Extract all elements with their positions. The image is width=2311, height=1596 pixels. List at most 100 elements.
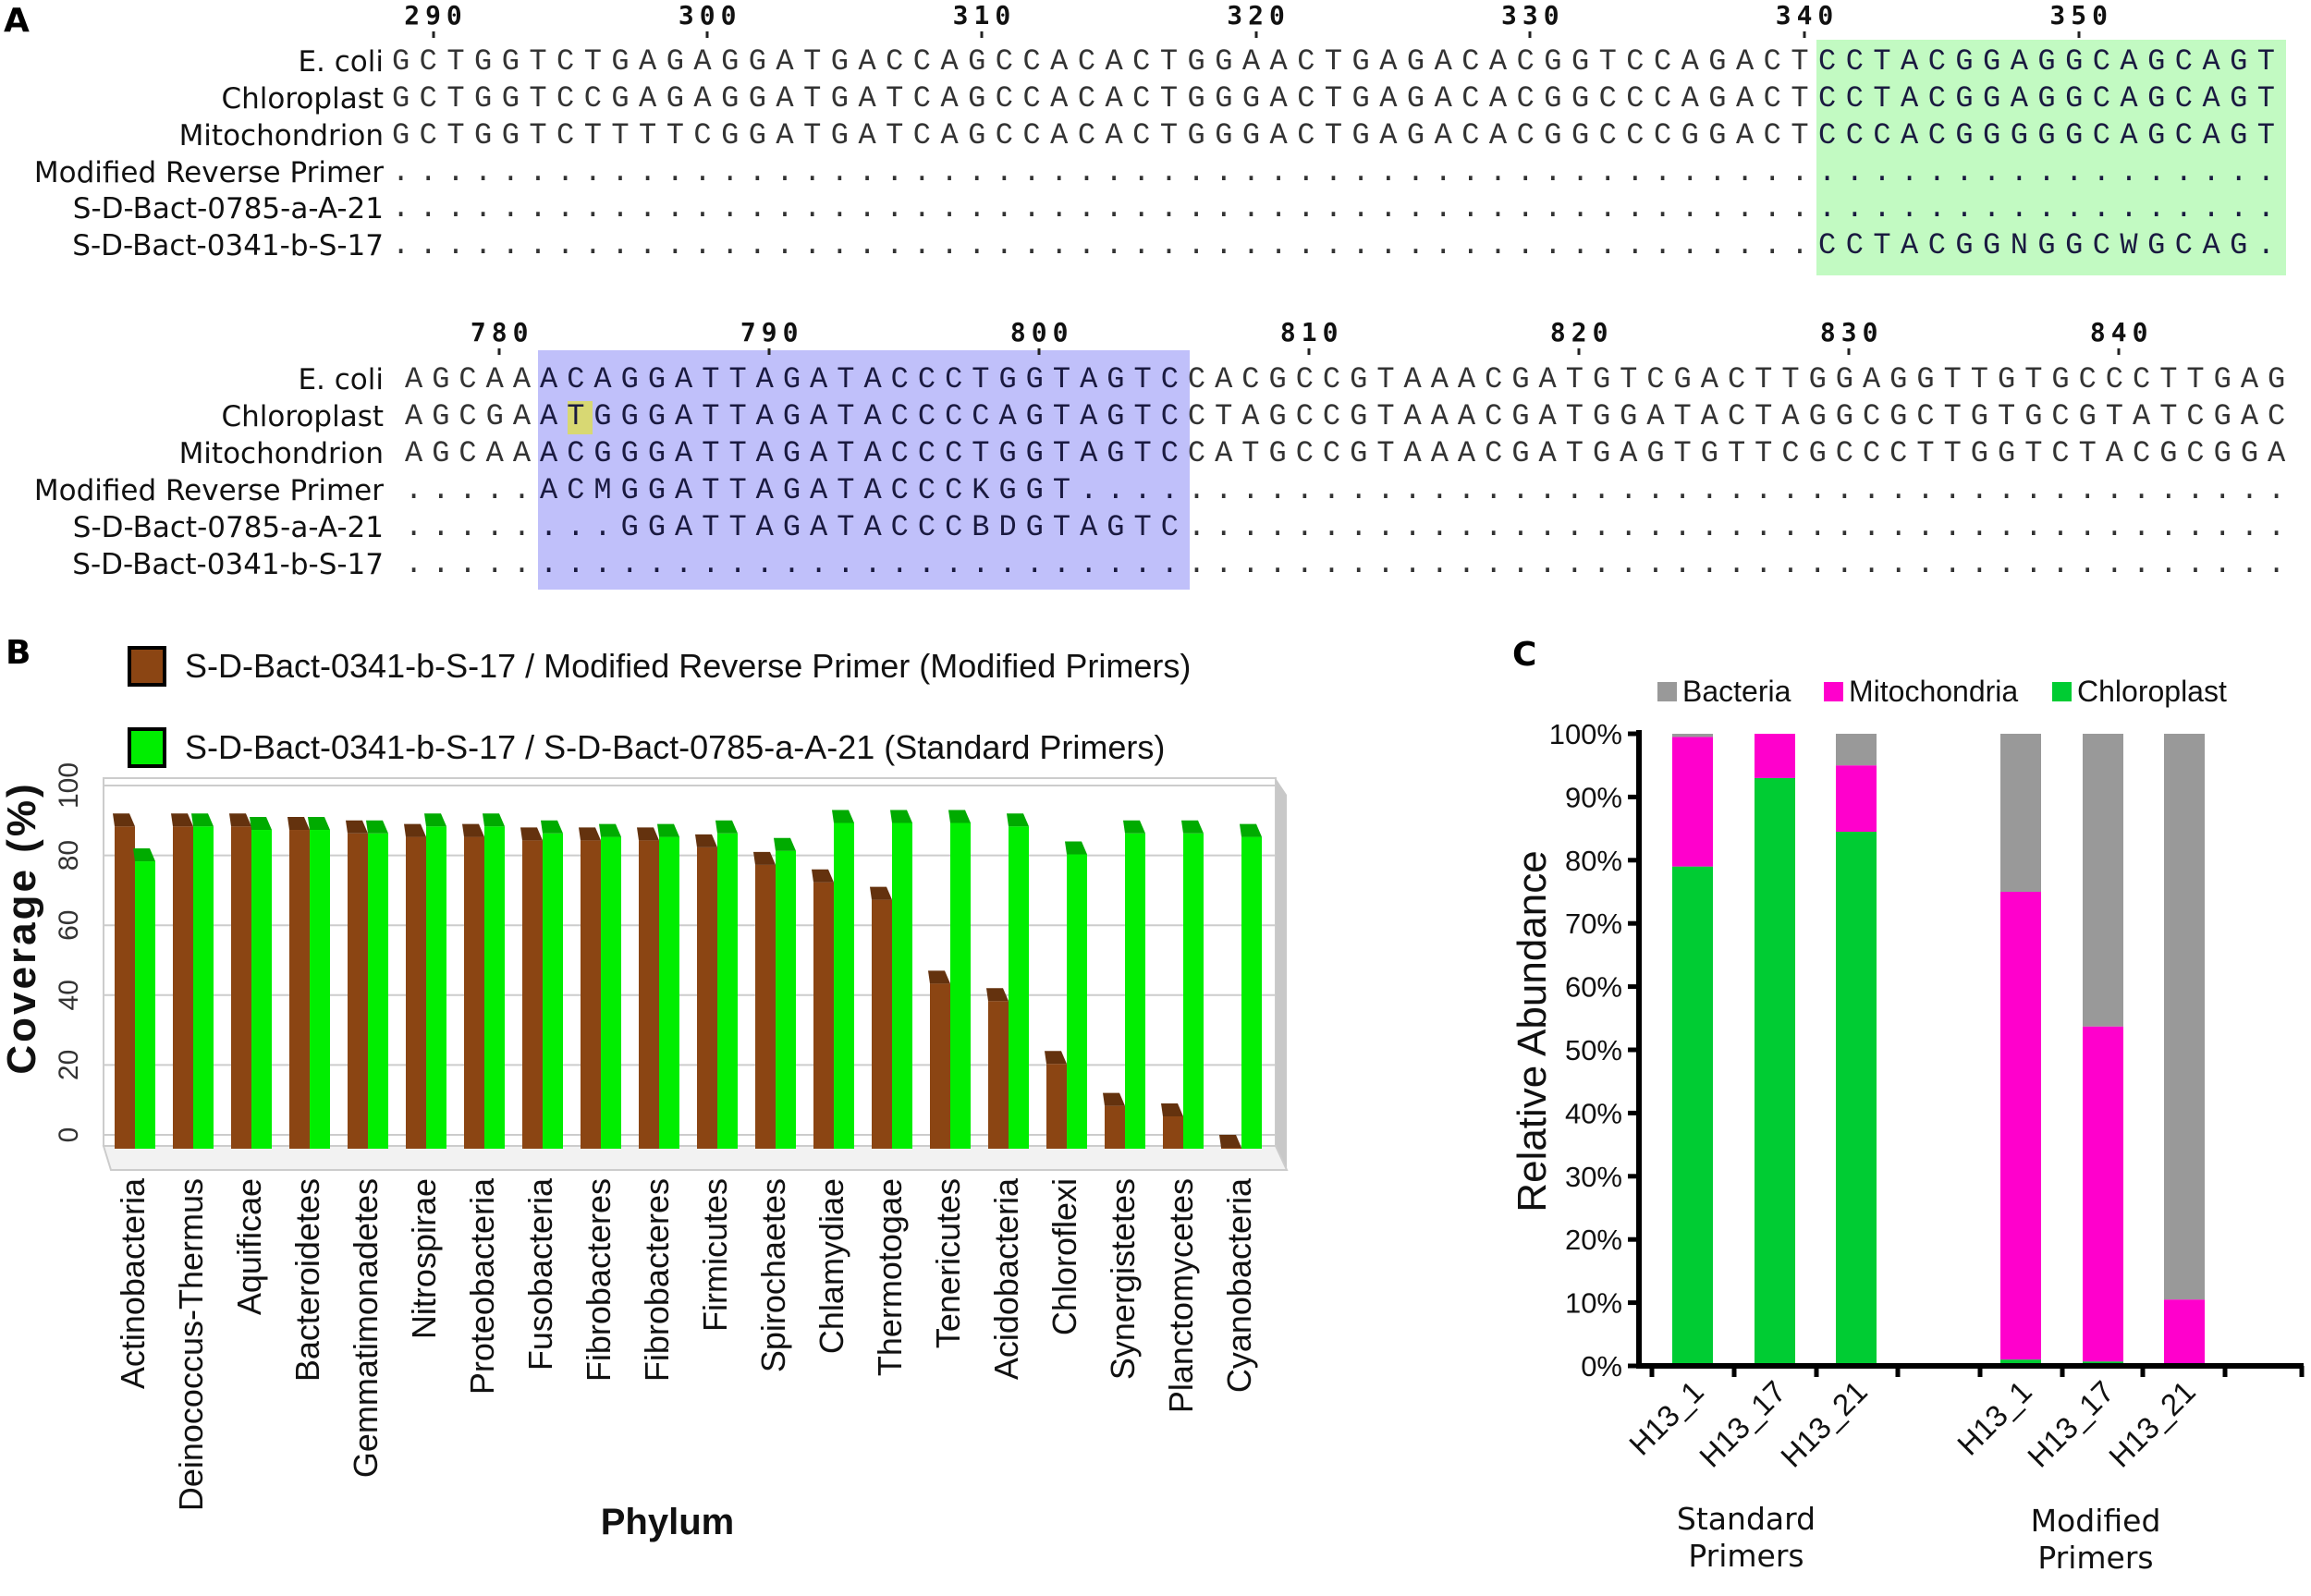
- sequence-segment: ........................................…: [1187, 547, 2295, 581]
- bar-modified: [930, 983, 950, 1149]
- legend-swatch: [128, 727, 166, 768]
- category-label: Chlamydiae: [813, 1178, 850, 1354]
- bar-top-face: [229, 813, 251, 827]
- stacked-segment-mitochondria: [2000, 892, 2041, 1360]
- category-label: Acidobacteria: [987, 1177, 1025, 1380]
- bar-modified: [464, 836, 484, 1149]
- bar-modified: [115, 826, 135, 1149]
- position-tick-label: 340: [1775, 0, 1840, 30]
- bar-standard: [601, 836, 621, 1149]
- sequence-segment: ........................................…: [392, 191, 1819, 225]
- y-tick-label: 50%: [1565, 1034, 1622, 1066]
- category-label: Fibrobacteres: [580, 1178, 617, 1382]
- sequence-segment: GCTGGTCCGAGAGGATGATCAGCCACACTGGGACTGAGAC…: [392, 81, 1819, 116]
- bar-top-face: [1240, 823, 1262, 837]
- panel-label-a: A: [4, 2, 30, 40]
- position-tick-label: 800: [1009, 317, 1074, 347]
- y-tick-label: 0%: [1581, 1350, 1622, 1383]
- bar-modified: [697, 847, 717, 1149]
- category-label: H13_17: [2021, 1374, 2121, 1474]
- position-tick-mark: [1803, 31, 1806, 38]
- y-tick-label: 20: [54, 1050, 84, 1080]
- sequence-row-label: E. coli: [298, 363, 384, 396]
- legend-swatch: [128, 646, 166, 687]
- y-tick-label: 40%: [1565, 1097, 1622, 1129]
- bar-top-face: [774, 837, 796, 851]
- bar-top-face: [1161, 1103, 1183, 1116]
- sequence-row-label: Chloroplast: [221, 82, 385, 116]
- sequence-segment: ........................................…: [392, 228, 1819, 262]
- bar-standard: [484, 826, 505, 1149]
- bar-standard: [776, 850, 796, 1149]
- sequence-row-label: E. coli: [298, 45, 384, 79]
- bar-standard: [1067, 854, 1087, 1149]
- sequence-segment: ........................................…: [392, 155, 1819, 189]
- category-label: H13_17: [1693, 1374, 1792, 1474]
- bar-modified: [755, 864, 776, 1149]
- category-label: Thermotogae: [871, 1178, 909, 1376]
- position-tick-label: 320: [1227, 0, 1290, 30]
- position-tick-mark: [1307, 348, 1311, 355]
- bar-top-face: [541, 820, 563, 834]
- y-tick-label: 70%: [1565, 908, 1622, 940]
- bar-top-face: [753, 851, 776, 865]
- position-tick-label: 300: [678, 0, 742, 30]
- bar-top-face: [832, 810, 854, 823]
- bar-top-face: [133, 848, 155, 862]
- bar-top-face: [1007, 813, 1029, 827]
- chart-side-wall: [1276, 778, 1287, 1170]
- bar-standard: [1009, 826, 1029, 1149]
- sequence-row: GCTGGTCCGAGAGGATGATCAGCCACACTGGGACTGAGAC…: [392, 84, 2284, 114]
- sequence-segment: CCTACGGAGGCAGCAGT: [1818, 44, 2285, 79]
- category-label: Chloroflexi: [1045, 1178, 1083, 1335]
- position-tick-mark: [2077, 31, 2081, 38]
- position-tick-mark: [1254, 31, 1258, 38]
- sequence-row: AGCAAACGGGATTAGATACCCTGGTAGTCCATGCCGTAAA…: [405, 439, 2294, 469]
- sequence-row-label: Modified Reverse Primer: [33, 474, 384, 507]
- category-label: Actinobacteria: [114, 1177, 152, 1389]
- bar-top-face: [1219, 1135, 1241, 1148]
- position-tick-mark: [1037, 348, 1041, 355]
- category-label: Deinococcus-Thermus: [172, 1178, 210, 1511]
- bar-top-face: [366, 820, 388, 834]
- position-tick-label: 810: [1279, 317, 1344, 347]
- bar-top-face: [890, 810, 912, 823]
- position-tick-mark: [1528, 31, 1532, 38]
- y-tick-label: 90%: [1565, 781, 1622, 813]
- legend-label: Mitochondria: [1849, 675, 2018, 708]
- stacked-segment-bacteria: [2164, 734, 2205, 1300]
- bar-standard: [1125, 833, 1145, 1149]
- sequence-segment: CTAGCCGTAAACGATGGATACTAGGCGCTGTGCGTATCGA…: [1187, 399, 2295, 433]
- category-label: Firmicutes: [696, 1178, 734, 1332]
- y-tick-label: 60%: [1565, 971, 1622, 1004]
- sequence-segment: .....: [405, 510, 541, 544]
- y-tick-label: 10%: [1565, 1287, 1622, 1320]
- x-axis-title: Phylum: [601, 1502, 734, 1542]
- chart-back-wall: [103, 777, 1277, 1147]
- bar-modified: [872, 899, 892, 1149]
- sequence-row: ........................................…: [392, 231, 2284, 261]
- bar-top-face: [637, 827, 659, 841]
- sequence-row-label: S-D-Bact-0341-b-S-17: [72, 229, 384, 262]
- category-label: H13_21: [2102, 1374, 2202, 1474]
- sequence-segment: CATGCCGTAAACGATGAGTGTTCGCCCTTGGTCTACGCGG…: [1187, 436, 2295, 470]
- stacked-segment-bacteria: [2000, 734, 2041, 892]
- bar-top-face: [308, 817, 330, 831]
- bar-top-face: [483, 813, 505, 827]
- bar-top-face: [870, 886, 892, 900]
- bar-top-face: [928, 970, 950, 984]
- bar-top-face: [1045, 1051, 1067, 1065]
- category-label: Fusobacteria: [521, 1177, 559, 1371]
- sequence-segment: ........................: [540, 547, 1188, 581]
- sequence-segment: ACGGGATTAGATACCCTGGTAGTC: [540, 436, 1188, 470]
- panel-label-b: B: [6, 634, 31, 672]
- bar-standard: [426, 826, 446, 1149]
- bar-modified: [231, 826, 251, 1149]
- bar-standard: [543, 833, 563, 1149]
- category-label: Spirochaetes: [754, 1178, 792, 1372]
- position-tick-label: 840: [2089, 317, 2154, 347]
- sequence-segment: ........................................…: [1187, 473, 2295, 507]
- bar-standard: [251, 830, 272, 1149]
- sequence-segment: .................: [1818, 155, 2285, 189]
- bar-standard: [368, 833, 388, 1149]
